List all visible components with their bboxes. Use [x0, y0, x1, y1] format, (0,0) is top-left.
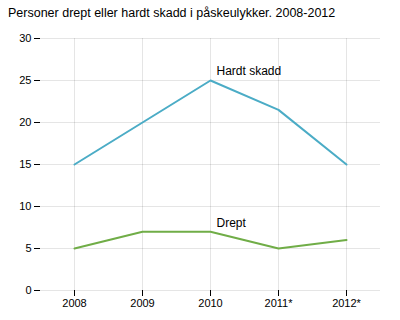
svg-text:30: 30	[19, 32, 31, 44]
svg-text:2012*: 2012*	[332, 297, 361, 309]
svg-text:2009: 2009	[130, 297, 154, 309]
html-text:Personer drept eller hardt ska: Personer drept eller hardt skadd i påske…	[8, 6, 336, 20]
svg-text:Hardt skadd: Hardt skadd	[217, 64, 282, 78]
svg-text:0: 0	[25, 284, 31, 296]
svg-text:5: 5	[25, 242, 31, 254]
svg-text:2008: 2008	[62, 297, 86, 309]
svg-text:20: 20	[19, 116, 31, 128]
svg-text:Drept: Drept	[217, 215, 247, 229]
svg-text:2010: 2010	[198, 297, 222, 309]
svg-text:10: 10	[19, 200, 31, 212]
svg-text:15: 15	[19, 158, 31, 170]
svg-text:25: 25	[19, 74, 31, 86]
svg-text:2011*: 2011*	[265, 297, 294, 309]
